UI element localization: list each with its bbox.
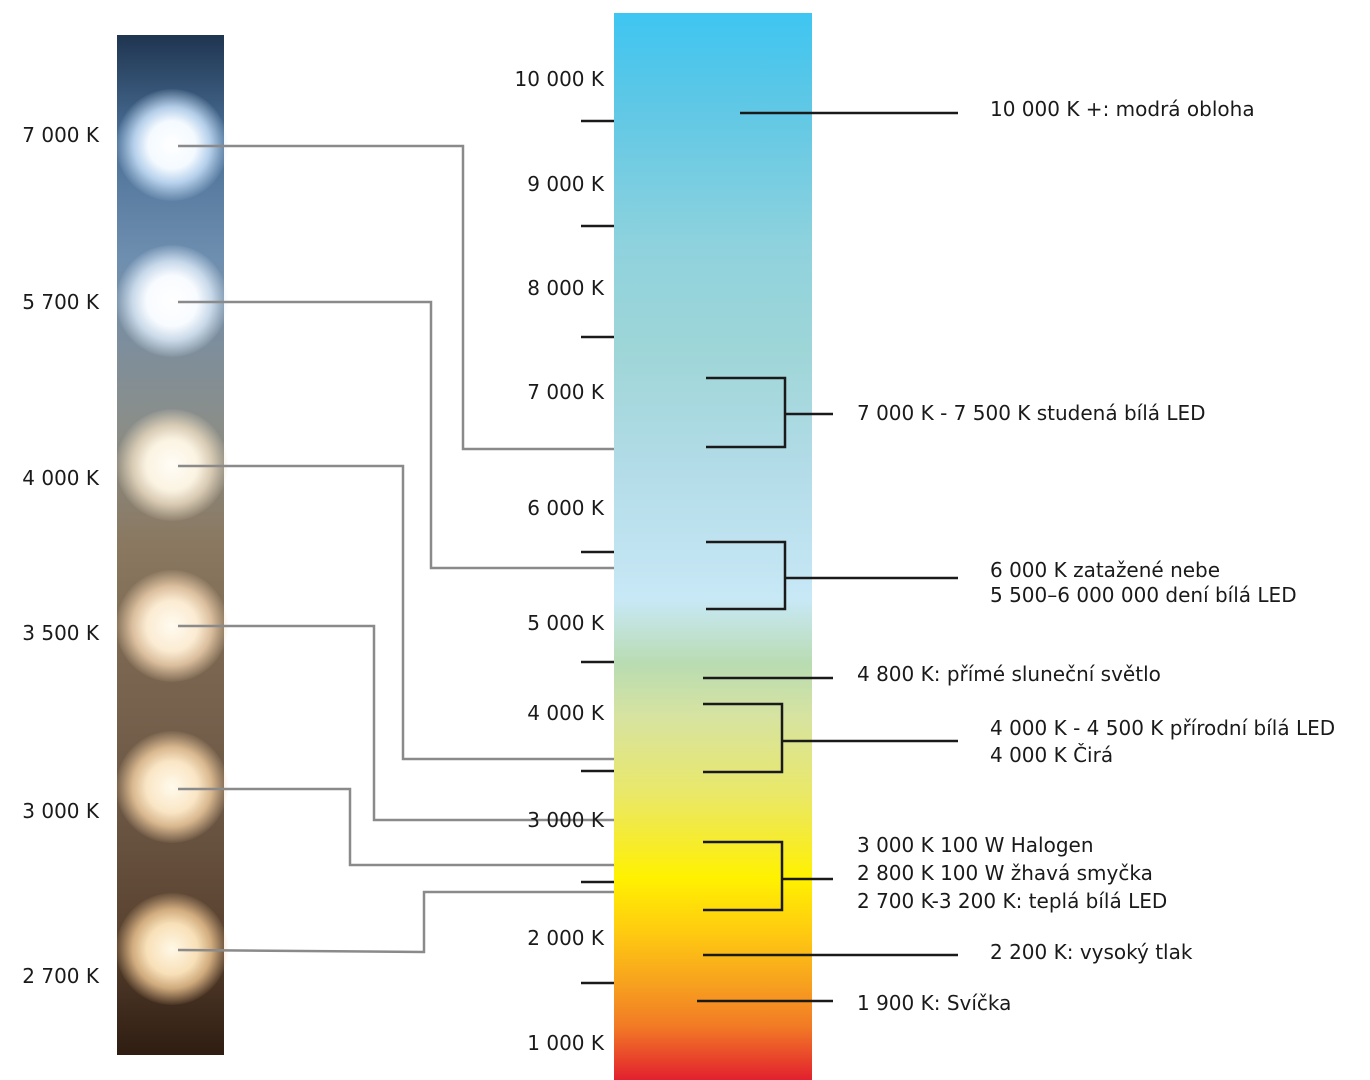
annotation-leaders [697, 111, 958, 1003]
strip-label-7000: 7 000 K [22, 123, 99, 147]
scale-label-9000: 9 000 K [527, 172, 604, 196]
annotation-cool-white: 7 000 K - 7 500 K studená bílá LED [857, 401, 1206, 425]
connector-3000 [178, 787, 614, 867]
scale-label-5000: 5 000 K [527, 611, 604, 635]
led-glow-3000 [116, 731, 228, 843]
scale-label-8000: 8 000 K [527, 276, 604, 300]
led-strip [117, 35, 224, 1055]
annotation-candle: 1 900 K: Svíčka [857, 991, 1012, 1015]
annotation-clear: 4 000 K Čirá [990, 743, 1114, 767]
strip-label-2700: 2 700 K [22, 964, 99, 988]
annotation-high-pressure: 2 200 K: vysoký tlak [990, 940, 1193, 964]
annotation-incandescent: 2 800 K 100 W žhavá smyčka [857, 861, 1153, 885]
annotation-warm-white: 2 700 K-3 200 K: teplá bílá LED [857, 889, 1168, 913]
scale-label-7000: 7 000 K [527, 380, 604, 404]
bracket-cool-white [706, 376, 787, 449]
connectors [177, 144, 614, 954]
connector-5700 [178, 300, 614, 570]
annotation-sunlight: 4 800 K: přímé sluneční světlo [857, 662, 1161, 686]
led-glow-2700 [116, 893, 228, 1005]
annotation-natural-white: 4 000 K - 4 500 K přírodní bílá LED [990, 716, 1336, 740]
scale-ticks [581, 119, 614, 985]
annotation-day-white: 5 500–6 000 000 dení bílá LED [990, 583, 1297, 607]
annotation-halogen: 3 000 K 100 W Halogen [857, 833, 1094, 857]
scale-label-1000: 1 000 K [527, 1031, 604, 1055]
scale-label-2000: 2 000 K [527, 926, 604, 950]
bracket-overcast [706, 540, 787, 611]
bracket-natural-white [703, 702, 784, 774]
connector-3500 [178, 624, 614, 822]
connector-7000 [178, 144, 614, 451]
strip-label-5700: 5 700 K [22, 290, 99, 314]
strip-label-3500: 3 500 K [22, 621, 99, 645]
scale-label-10000: 10 000 K [514, 67, 604, 91]
connector-4000 [178, 464, 614, 761]
scale-label-6000: 6 000 K [527, 496, 604, 520]
strip-label-3000: 3 000 K [22, 799, 99, 823]
connector-2700 [177, 890, 614, 954]
color-temperature-bar [614, 13, 812, 1080]
scale-label-4000: 4 000 K [527, 701, 604, 725]
annotation-overcast: 6 000 K zatažené nebe [990, 558, 1221, 582]
strip-label-4000: 4 000 K [22, 466, 99, 490]
annotation-blue-sky: 10 000 K +: modrá obloha [990, 97, 1255, 121]
scale-label-3000: 3 000 K [527, 808, 604, 832]
bracket-warm [703, 840, 784, 912]
